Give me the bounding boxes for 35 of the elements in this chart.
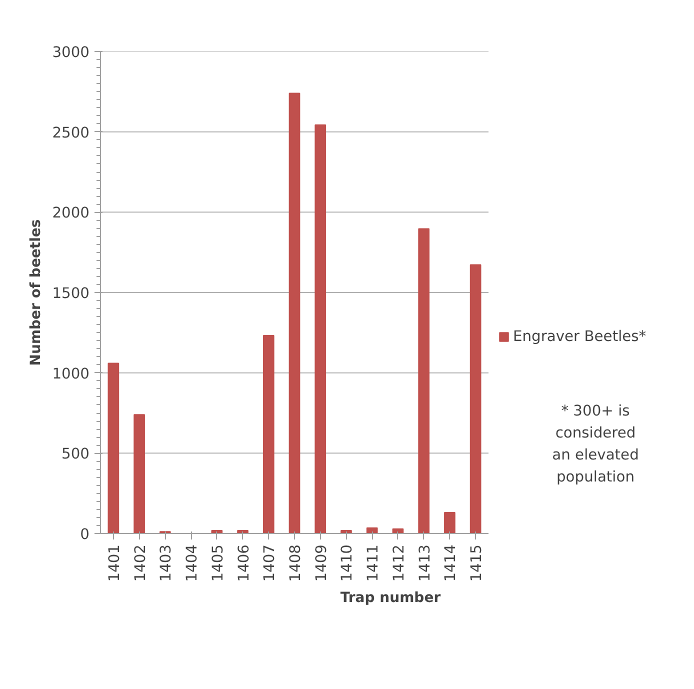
bar [418,228,430,534]
bar [288,92,300,534]
y-axis-title: Number of beetles [28,219,44,366]
y-tick-label: 3000 [52,44,90,61]
bar [470,264,482,534]
x-tick-label: 1408 [287,544,304,582]
y-tick-label: 500 [62,446,90,463]
x-tick-label: 1403 [158,544,175,582]
y-tick-label: 2500 [52,124,90,142]
legend-label: Engraver Beetles* [513,328,646,345]
x-tick-label: 1409 [312,544,330,582]
bar [314,124,326,534]
x-tick-label: 1407 [261,544,278,582]
y-tick-label: 1500 [52,285,90,302]
x-axis-title: Trap number [340,590,441,606]
x-tick-label: 1410 [338,544,356,582]
x-tick-label: 1404 [184,544,201,582]
x-tick-label: 1411 [364,544,382,582]
y-tick-label: 2000 [52,204,90,222]
x-tick-label: 1414 [442,544,460,582]
bar [134,414,145,534]
x-tick-label: 1402 [132,544,149,582]
x-tick-label: 1412 [390,544,408,582]
y-tick-label: 0 [80,526,90,543]
x-tick-label: 1405 [209,544,226,582]
x-tick-label: 1406 [235,544,252,582]
bar [444,512,456,534]
bar [108,362,120,534]
text: * 300+ is considered an elevated population [552,402,639,486]
x-tick-label: 1415 [468,544,486,582]
x-tick-label: 1413 [416,544,434,582]
bar [366,527,378,534]
y-tick-label: 1000 [52,365,90,382]
bar [262,335,274,534]
x-tick-label: 1401 [106,544,123,582]
